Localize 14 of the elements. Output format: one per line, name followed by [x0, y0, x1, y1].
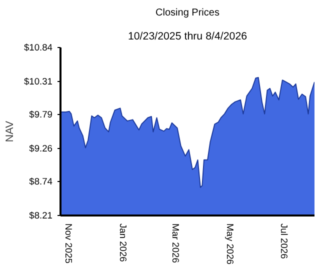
chart-subtitle: 10/23/2025 thru 8/4/2026 [128, 30, 248, 42]
y-tick-label: $8.74 [29, 176, 52, 187]
x-tick-label: Jul 2026 [279, 224, 290, 259]
x-tick-label: May 2026 [224, 224, 235, 264]
y-tick-label: $9.79 [29, 110, 52, 120]
chart-title: Closing Prices [156, 8, 220, 18]
y-tick-label: $9.26 [29, 143, 52, 154]
x-tick-label: Mar 2026 [170, 224, 180, 263]
y-tick-label: $10.31 [24, 76, 52, 86]
y-axis-title: NAV [4, 120, 16, 142]
y-tick-label: $8.21 [29, 210, 52, 220]
y-tick-label: $10.84 [24, 42, 52, 52]
x-tick-label: Jan 2026 [118, 224, 128, 262]
x-tick-label: Nov 2025 [64, 224, 74, 264]
